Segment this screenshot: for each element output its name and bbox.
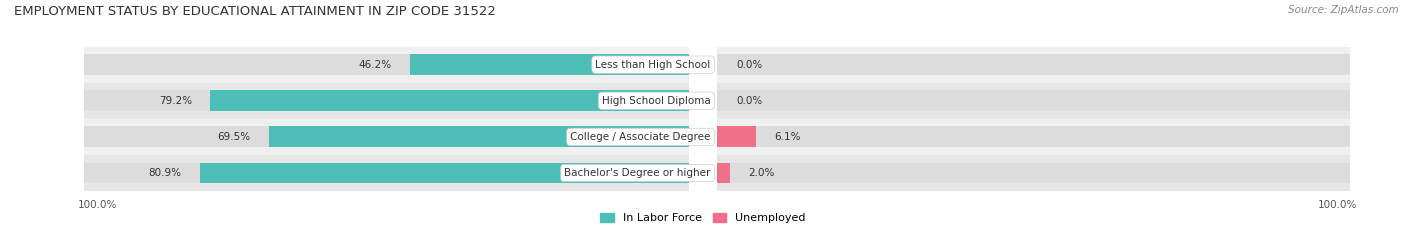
Text: 69.5%: 69.5% — [218, 132, 250, 142]
Bar — [717, 127, 1350, 147]
Text: Source: ZipAtlas.com: Source: ZipAtlas.com — [1288, 5, 1399, 15]
Bar — [717, 90, 1350, 111]
Legend: In Labor Force, Unemployed: In Labor Force, Unemployed — [596, 208, 810, 227]
Text: Less than High School: Less than High School — [596, 60, 711, 70]
Bar — [200, 163, 689, 183]
Text: 79.2%: 79.2% — [159, 96, 193, 106]
Text: 0.0%: 0.0% — [737, 60, 762, 70]
Bar — [269, 127, 689, 147]
Bar — [401, 119, 1406, 155]
Bar — [401, 47, 1406, 83]
Bar — [209, 90, 689, 111]
Bar — [717, 163, 1350, 183]
Text: 0.0%: 0.0% — [737, 96, 762, 106]
Text: 46.2%: 46.2% — [359, 60, 391, 70]
Bar — [0, 119, 991, 155]
Text: High School Diploma: High School Diploma — [602, 96, 711, 106]
Bar — [84, 54, 689, 75]
Text: 6.1%: 6.1% — [775, 132, 801, 142]
Bar — [409, 54, 689, 75]
Text: 100.0%: 100.0% — [1317, 200, 1357, 210]
Bar — [401, 155, 1406, 191]
Bar — [84, 90, 689, 111]
Text: College / Associate Degree: College / Associate Degree — [571, 132, 711, 142]
Text: 100.0%: 100.0% — [77, 200, 117, 210]
Bar — [84, 127, 689, 147]
Text: 80.9%: 80.9% — [149, 168, 181, 178]
Bar — [0, 83, 991, 119]
Bar — [84, 163, 689, 183]
Bar — [0, 47, 991, 83]
Bar — [717, 163, 730, 183]
Bar — [717, 54, 1350, 75]
Bar — [401, 83, 1406, 119]
Text: Bachelor's Degree or higher: Bachelor's Degree or higher — [564, 168, 711, 178]
Text: EMPLOYMENT STATUS BY EDUCATIONAL ATTAINMENT IN ZIP CODE 31522: EMPLOYMENT STATUS BY EDUCATIONAL ATTAINM… — [14, 5, 496, 18]
Bar — [717, 127, 755, 147]
Bar — [0, 155, 991, 191]
Text: 2.0%: 2.0% — [749, 168, 775, 178]
